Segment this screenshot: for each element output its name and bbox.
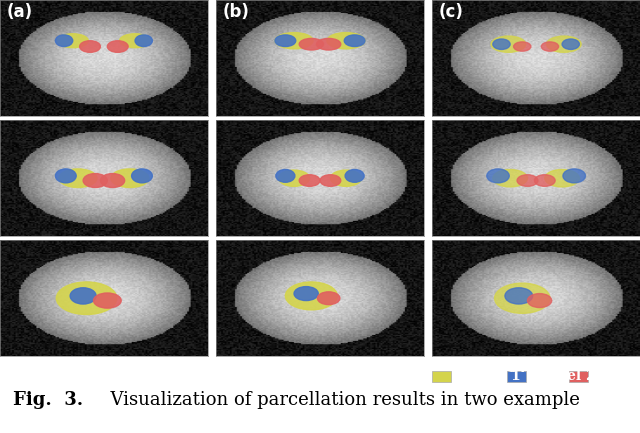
Ellipse shape	[345, 169, 364, 182]
Ellipse shape	[493, 169, 527, 187]
Text: Subject  1: Subject 1	[61, 363, 147, 377]
Ellipse shape	[132, 169, 152, 183]
Ellipse shape	[541, 42, 559, 51]
Ellipse shape	[563, 169, 586, 183]
Text: Subject  2: Subject 2	[277, 363, 363, 377]
Text: (c): (c)	[438, 3, 463, 22]
Ellipse shape	[527, 294, 552, 307]
Text: Visualization of parcellation results in two example: Visualization of parcellation results in…	[99, 391, 580, 410]
Ellipse shape	[327, 32, 365, 49]
Ellipse shape	[491, 36, 525, 52]
Ellipse shape	[120, 34, 150, 48]
Ellipse shape	[344, 35, 365, 46]
Ellipse shape	[513, 42, 531, 51]
Text: Fig.  3.: Fig. 3.	[13, 391, 83, 410]
Ellipse shape	[59, 169, 97, 187]
Ellipse shape	[534, 174, 555, 186]
Ellipse shape	[56, 35, 73, 46]
Text: Parcel 1: Parcel 1	[457, 369, 521, 384]
Ellipse shape	[275, 32, 313, 49]
Ellipse shape	[83, 174, 108, 187]
Ellipse shape	[317, 292, 340, 305]
Text: (b): (b)	[222, 3, 249, 22]
Ellipse shape	[57, 34, 88, 48]
Ellipse shape	[547, 36, 581, 52]
Ellipse shape	[330, 170, 362, 186]
Ellipse shape	[493, 39, 510, 49]
Ellipse shape	[275, 35, 296, 46]
Ellipse shape	[278, 170, 310, 186]
Text: Overall: Overall	[506, 361, 567, 375]
Ellipse shape	[135, 35, 152, 46]
Bar	[432, 371, 451, 382]
Ellipse shape	[108, 41, 128, 52]
Ellipse shape	[320, 174, 340, 186]
Ellipse shape	[111, 169, 149, 187]
Ellipse shape	[317, 39, 340, 50]
Ellipse shape	[487, 169, 509, 183]
Text: (a): (a)	[6, 3, 33, 22]
Ellipse shape	[285, 282, 337, 310]
Ellipse shape	[300, 174, 320, 186]
Ellipse shape	[93, 293, 121, 308]
Ellipse shape	[300, 39, 323, 50]
Ellipse shape	[545, 169, 579, 187]
Bar	[570, 371, 588, 382]
Ellipse shape	[562, 39, 579, 49]
Ellipse shape	[294, 287, 318, 301]
Ellipse shape	[276, 169, 295, 182]
Ellipse shape	[100, 174, 125, 187]
Ellipse shape	[505, 288, 532, 304]
Text: Parcel 2: Parcel 2	[532, 369, 596, 384]
Ellipse shape	[79, 41, 100, 52]
Text: Parcel 3: Parcel 3	[595, 369, 640, 384]
Ellipse shape	[517, 174, 538, 186]
Ellipse shape	[495, 283, 550, 313]
Ellipse shape	[56, 169, 76, 183]
Bar	[507, 371, 525, 382]
Ellipse shape	[56, 282, 117, 314]
Ellipse shape	[70, 288, 96, 304]
